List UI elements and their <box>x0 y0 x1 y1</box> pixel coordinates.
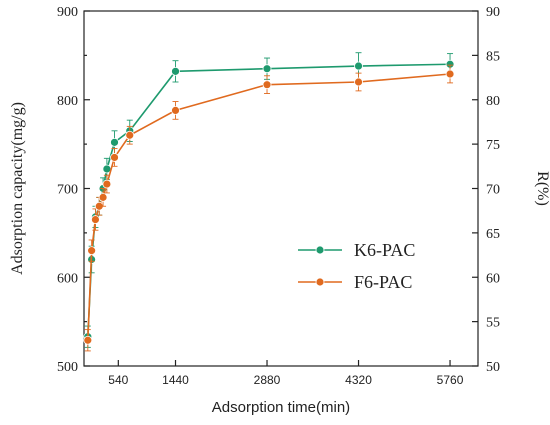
x-tick-label: 5760 <box>437 373 464 387</box>
legend: K6-PAC F6-PAC <box>298 240 415 292</box>
y2-axis-title: R(%) <box>534 171 550 206</box>
series <box>83 52 455 348</box>
y-tick-label: 600 <box>57 271 78 286</box>
x-tick-label: 540 <box>108 373 128 387</box>
axes: 500 600 700 800 900 50 55 60 65 70 75 80 85 90 540 1440… <box>57 5 500 387</box>
legend-item: F6-PAC <box>298 272 412 292</box>
legend-label: F6-PAC <box>354 272 412 292</box>
x-tick-label: 1440 <box>162 373 189 387</box>
y2-tick-label: 75 <box>486 138 500 153</box>
data-point <box>125 130 135 140</box>
x-axis-title: Adsorption time(min) <box>212 399 350 416</box>
y-tick-label: 500 <box>57 360 78 375</box>
y-axis-title: Adsorption capacity(mg/g) <box>9 102 26 275</box>
legend-swatch-marker <box>315 245 325 255</box>
y2-tick-label: 85 <box>486 49 500 64</box>
y-tick-label: 700 <box>57 183 78 198</box>
data-point <box>262 80 272 90</box>
y2-tick-label: 55 <box>486 316 500 331</box>
y2-tick-label: 50 <box>486 360 500 375</box>
data-point <box>354 61 363 71</box>
data-point <box>110 153 119 162</box>
data-point <box>171 106 180 115</box>
y2-tick-label: 80 <box>486 94 500 109</box>
y2-tick-label: 60 <box>486 271 500 286</box>
data-point <box>91 215 100 224</box>
series <box>83 64 455 352</box>
data-point <box>110 137 119 147</box>
x-tick-label: 4320 <box>345 373 372 387</box>
data-point <box>83 335 93 345</box>
data-point <box>102 179 112 189</box>
y2-tick-label: 65 <box>486 227 500 242</box>
data-point <box>262 64 272 74</box>
data-point <box>445 69 455 79</box>
y-tick-label: 800 <box>57 94 78 109</box>
legend-swatch-marker <box>315 277 325 287</box>
plot-area <box>83 52 455 352</box>
data-point <box>171 66 180 76</box>
y2-tick-label: 70 <box>486 183 500 198</box>
legend-item: K6-PAC <box>298 240 415 260</box>
legend-label: K6-PAC <box>354 240 415 260</box>
data-point <box>98 192 108 202</box>
x-tick-label: 2880 <box>254 373 281 387</box>
data-point <box>354 77 363 87</box>
series-line <box>87 63 451 337</box>
data-point <box>87 246 97 256</box>
y2-tick-label: 90 <box>486 5 500 20</box>
y-tick-label: 900 <box>57 5 78 20</box>
series-line <box>87 73 451 341</box>
